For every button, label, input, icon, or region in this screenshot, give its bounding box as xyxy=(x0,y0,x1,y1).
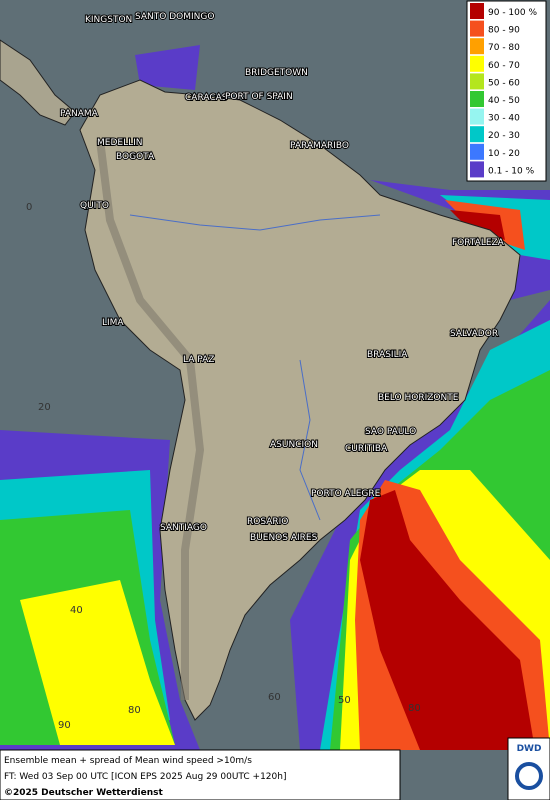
legend-label: 70 - 80 xyxy=(488,43,520,53)
city-label: CARACAS xyxy=(185,93,228,103)
city-label: SANTIAGO xyxy=(160,523,207,533)
city-label: PORT OF SPAIN xyxy=(225,92,293,102)
grid-label: 90 xyxy=(58,720,71,731)
legend-label: 10 - 20 xyxy=(488,149,520,159)
legend-label: 90 - 100 % xyxy=(488,8,537,18)
city-label: BELO HORIZONTE xyxy=(378,393,459,403)
footer-line: Ensemble mean + spread of Mean wind spee… xyxy=(4,756,252,766)
legend-swatch xyxy=(470,3,484,19)
grid-label: 40 xyxy=(70,605,83,616)
legend-swatch xyxy=(470,73,484,90)
city-label: ASUNCION xyxy=(270,440,318,450)
logo-icon xyxy=(515,762,543,790)
legend-label: 20 - 30 xyxy=(488,131,520,141)
city-label: BRIDGETOWN xyxy=(245,68,308,78)
logo: DWD xyxy=(517,744,542,754)
central-america xyxy=(0,39,76,126)
andes xyxy=(96,139,205,700)
south-america xyxy=(79,79,521,721)
city-label: PARAMARIBO xyxy=(290,141,349,151)
city-labels: KINGSTON SANTO DOMINGOBRIDGETOWNCARACASPO… xyxy=(59,11,506,544)
grid-labels: 0 20 40 60 50 80 90 80 xyxy=(26,202,421,731)
city-label: LA PAZ xyxy=(183,355,214,365)
city-label: MEDELLIN xyxy=(97,138,142,148)
legend-swatch xyxy=(470,161,484,178)
city-label: PORTO ALEGRE xyxy=(311,489,381,499)
grid-label: 20 xyxy=(38,402,51,413)
city-label: PANAMA xyxy=(60,109,99,119)
legend-label: 60 - 70 xyxy=(488,61,520,71)
city-label: QUITO xyxy=(80,201,109,211)
legend: 90 - 100 % 80 - 90 70 - 80 60 - 70 50 - 60 40… xyxy=(466,0,547,182)
city-label: SAO PAULO xyxy=(365,427,416,437)
legend-swatch xyxy=(470,38,484,55)
legend-swatch xyxy=(470,91,484,107)
footer-line: FT: Wed 03 Sep 00 UTC [ICON EPS 2025 Aug… xyxy=(4,772,286,782)
footer-box xyxy=(0,749,401,801)
grid-label: 80 xyxy=(128,705,141,716)
city-label: CURITIBA xyxy=(345,444,388,454)
legend-swatch xyxy=(470,126,484,143)
legend-label: 0.1 - 10 % xyxy=(488,166,535,176)
legend-label: 30 - 40 xyxy=(488,114,520,124)
city-label: FORTALEZA xyxy=(452,238,505,248)
city-label: BRASILIA xyxy=(367,350,408,360)
legend-label: 80 - 90 xyxy=(488,26,520,36)
city-label: SALVADOR xyxy=(450,329,498,339)
legend-swatch xyxy=(470,143,484,160)
legend-label: 40 - 50 xyxy=(488,96,520,106)
legend-label: 50 - 60 xyxy=(488,78,520,88)
city-label: BOGOTA xyxy=(116,152,155,162)
grid-label: 50 xyxy=(338,695,351,706)
legend-swatch xyxy=(470,108,484,125)
grid-label: 0 xyxy=(26,202,32,213)
legend-swatch xyxy=(470,55,484,72)
city-label: LIMA xyxy=(102,318,124,328)
city-label: BUENOS AIRES xyxy=(250,533,318,543)
city-label: SANTO DOMINGO xyxy=(135,12,214,22)
wind-red xyxy=(360,210,535,750)
rivers xyxy=(129,214,381,521)
grid-label: 60 xyxy=(268,692,281,703)
city-label: ROSARIO xyxy=(247,517,288,527)
city-label: KINGSTON xyxy=(85,15,132,25)
footer-line: ©2025 Deutscher Wetterdienst xyxy=(4,788,163,798)
legend-swatch xyxy=(470,20,484,37)
grid-label: 80 xyxy=(408,703,421,714)
